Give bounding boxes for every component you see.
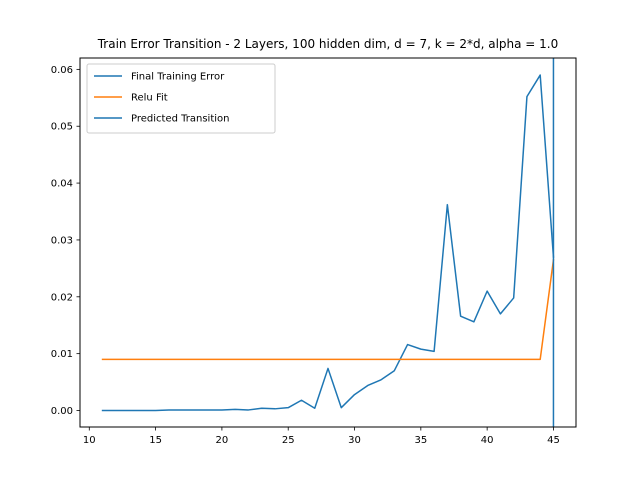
legend-label: Final Training Error [131, 72, 225, 83]
series-layer [101, 58, 555, 427]
y-tick-label: 0.02 [51, 292, 73, 303]
y-tick-label: 0.03 [51, 235, 73, 246]
y-axis: 0.00 0.01 0.02 0.03 0.04 0.05 0.06 [51, 65, 80, 417]
series-line-1 [101, 258, 555, 361]
x-tick-label: 15 [149, 435, 162, 446]
series-line-0 [101, 74, 555, 412]
x-tick-label: 25 [282, 435, 295, 446]
legend-label: Relu Fit [131, 93, 168, 104]
x-tick-label: 35 [414, 435, 427, 446]
y-tick-label: 0.04 [51, 179, 73, 190]
y-tick-label: 0.05 [51, 122, 73, 133]
legend-box [86, 63, 276, 134]
x-axis: 10 15 20 25 30 35 40 45 [83, 427, 560, 446]
x-tick-label: 45 [547, 435, 560, 446]
x-tick-label: 20 [216, 435, 229, 446]
x-tick-label: 10 [83, 435, 96, 446]
legend-label: Predicted Transition [131, 114, 229, 125]
legend: Final Training Error Relu Fit Predicted Tr… [86, 63, 276, 134]
chart-title: Train Error Transition - 2 Layers, 100 h… [97, 37, 559, 51]
plot-frame [79, 57, 577, 428]
y-tick-label: 0.00 [51, 406, 73, 417]
y-tick-label: 0.06 [51, 65, 73, 76]
x-tick-label: 30 [348, 435, 361, 446]
y-tick-label: 0.01 [51, 349, 73, 360]
x-tick-label: 40 [481, 435, 494, 446]
